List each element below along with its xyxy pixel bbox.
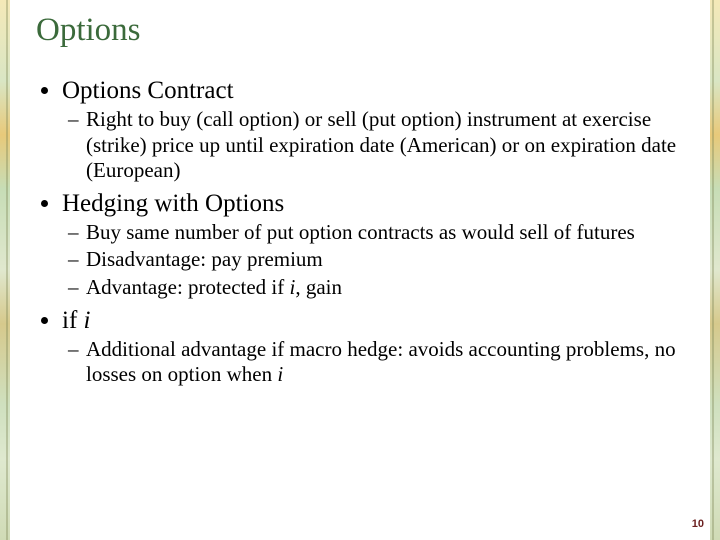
sub-bullet: Buy same number of put option contracts … xyxy=(86,220,684,246)
sub-list: Buy same number of put option contracts … xyxy=(62,220,684,301)
bullet-label: Hedging with Options xyxy=(62,190,284,217)
bullet-hedging: Hedging with Options Buy same number of … xyxy=(62,190,684,301)
sub-list: Additional advantage if macro hedge: avo… xyxy=(62,337,684,388)
sub-bullet: Additional advantage if macro hedge: avo… xyxy=(86,337,684,388)
page-number: 10 xyxy=(692,518,704,530)
decorative-left-strip xyxy=(0,0,10,540)
text-run: , gain xyxy=(295,275,342,299)
text-run: Additional advantage if macro hedge: avo… xyxy=(86,337,676,387)
bullet-if-i: if i Additional advantage if macro hedge… xyxy=(62,307,684,388)
bullet-label: if i xyxy=(62,307,90,334)
bullet-list: Options Contract Right to buy (call opti… xyxy=(36,77,684,388)
sub-bullet: Right to buy (call option) or sell (put … xyxy=(86,107,684,184)
slide-title: Options xyxy=(36,12,684,49)
decorative-right-strip xyxy=(710,0,720,540)
italic-i: i xyxy=(277,362,283,386)
text-run: Advantage: protected if xyxy=(86,275,290,299)
text-run: if xyxy=(62,307,84,334)
italic-i: i xyxy=(84,307,91,334)
bullet-label: Options Contract xyxy=(62,77,234,104)
slide: Options Options Contract Right to buy (c… xyxy=(0,0,720,540)
sub-bullet: Disadvantage: pay premium xyxy=(86,247,684,273)
bullet-options-contract: Options Contract Right to buy (call opti… xyxy=(62,77,684,184)
sub-bullet: Advantage: protected if i, gain xyxy=(86,275,684,301)
sub-list: Right to buy (call option) or sell (put … xyxy=(62,107,684,184)
